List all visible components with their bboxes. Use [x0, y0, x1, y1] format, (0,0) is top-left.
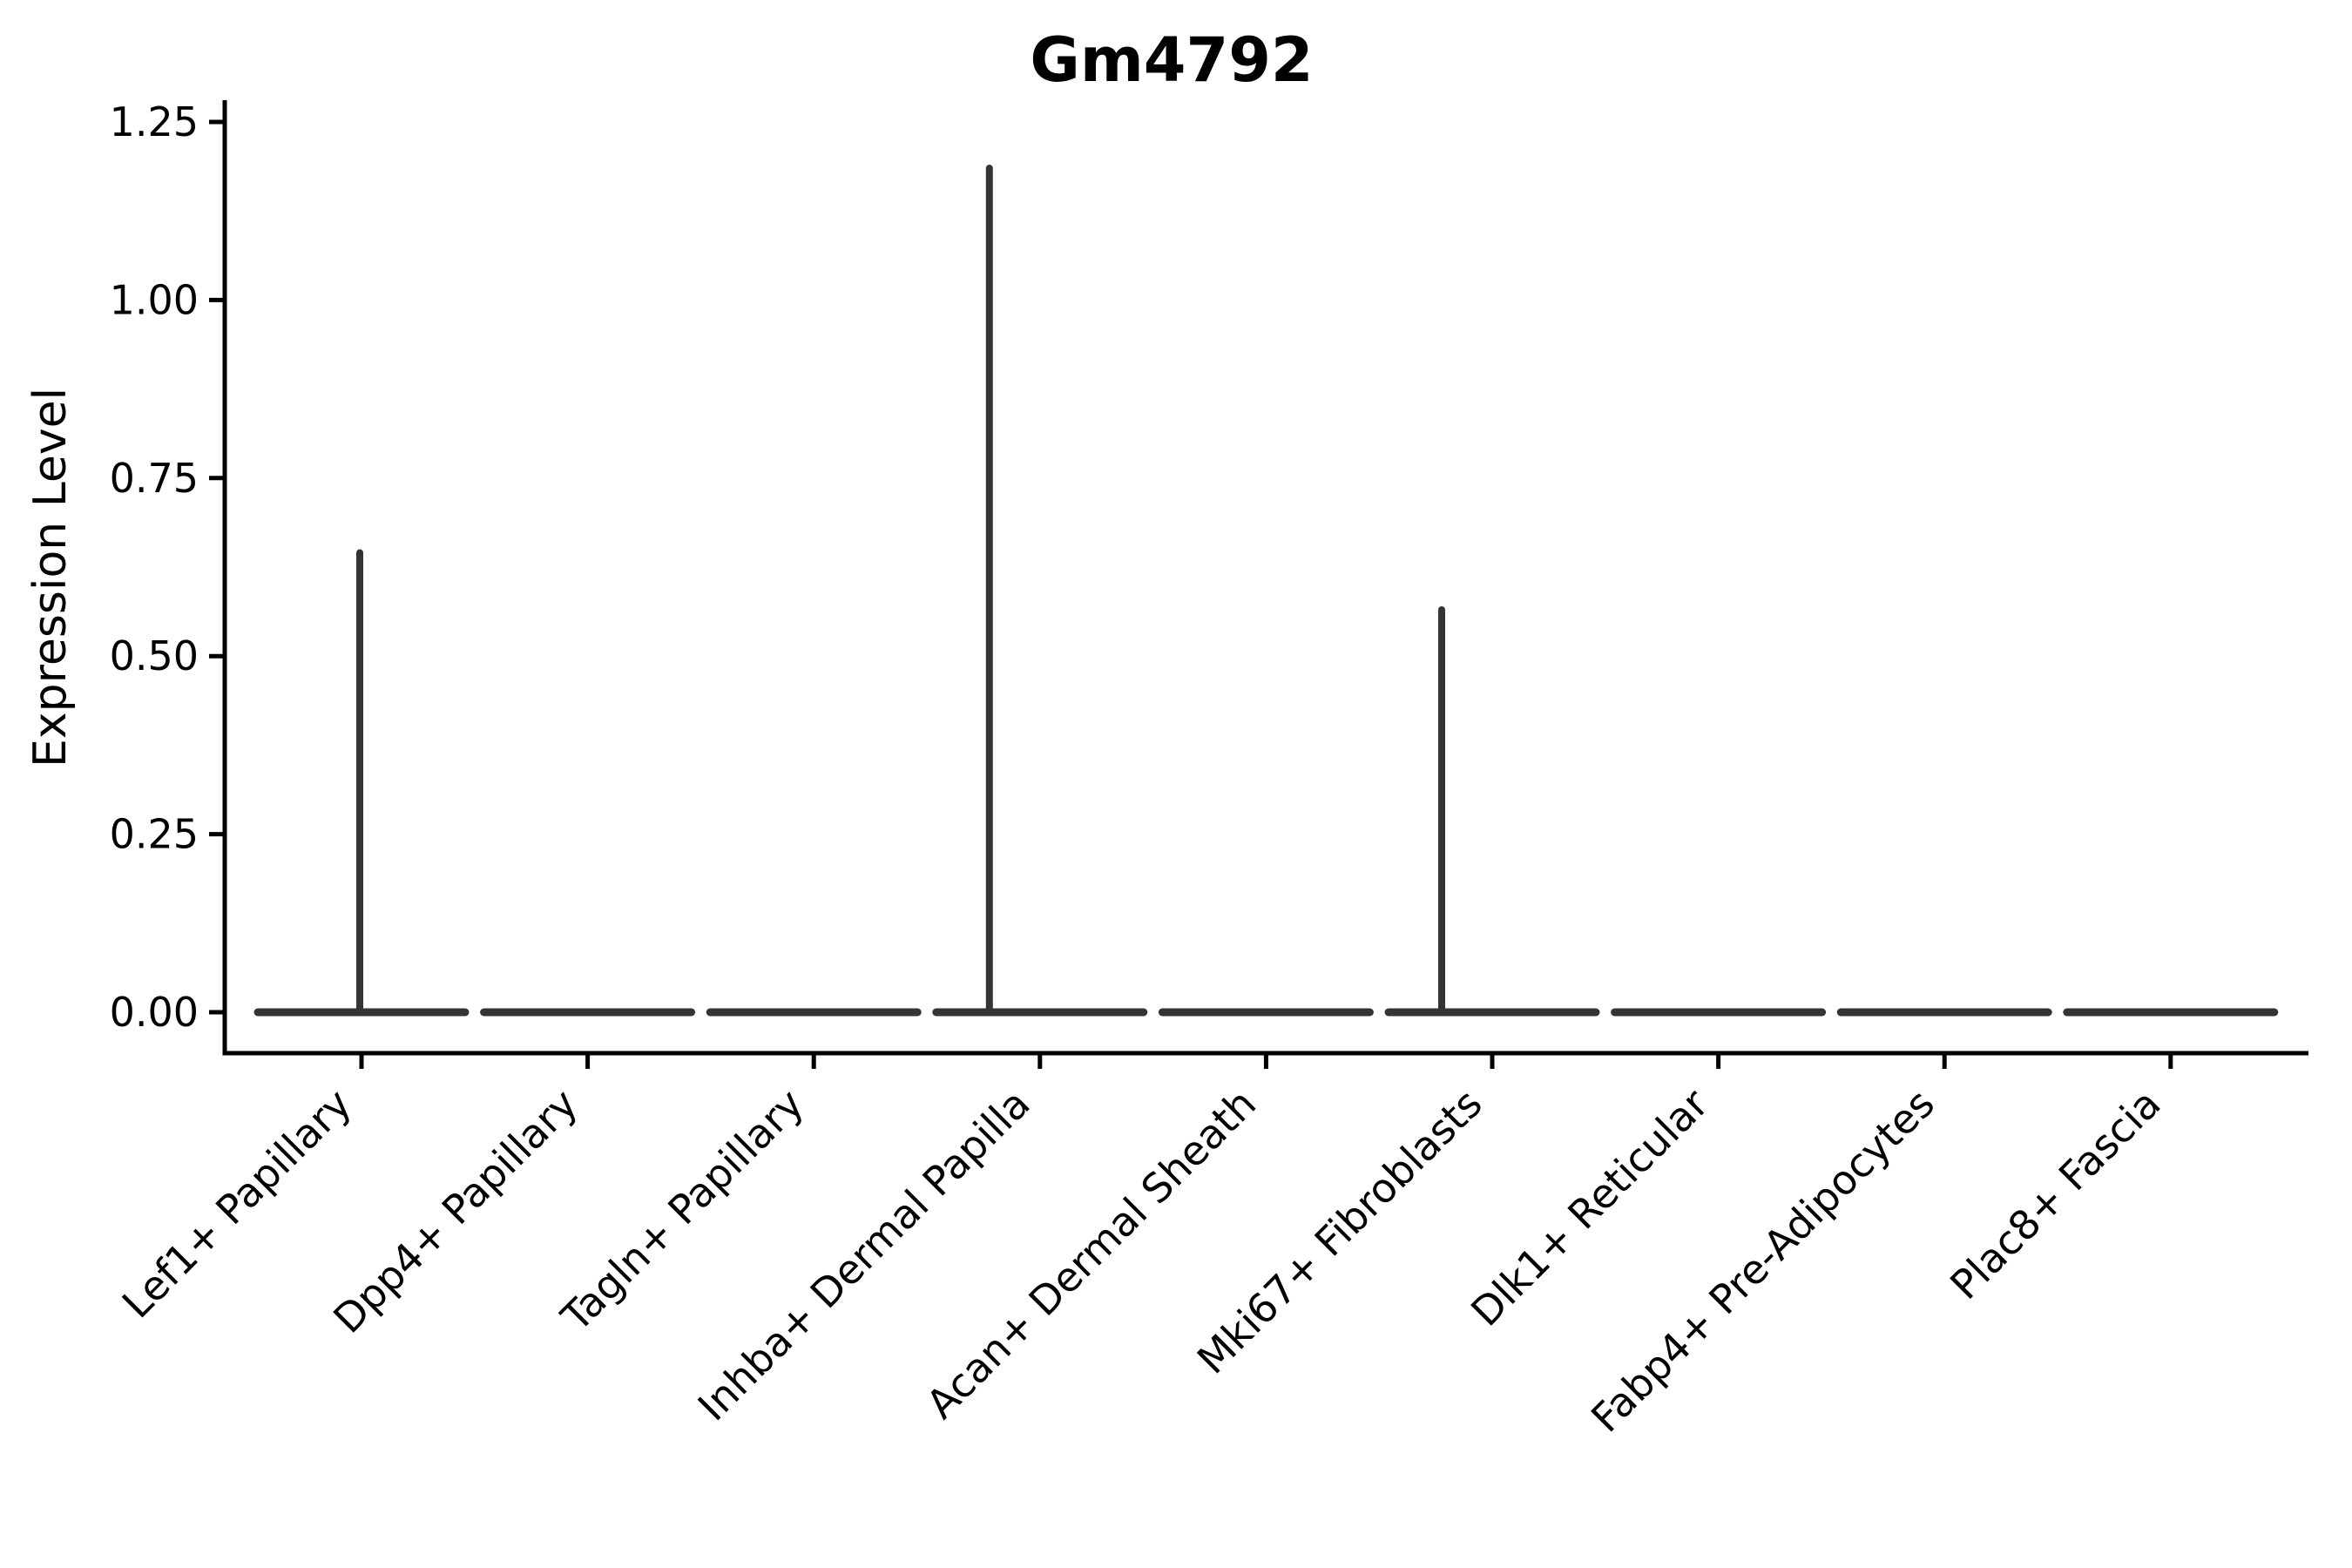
y-tick-label: 1.00 — [110, 276, 199, 323]
y-tick-label: 0.00 — [110, 989, 199, 1036]
x-tick-label: Plac8+ Fascia — [1941, 1080, 2169, 1308]
y-tick-label: 0.50 — [110, 632, 199, 679]
x-tick-label: Dpp4+ Papillary — [324, 1080, 586, 1342]
x-tick-label: Dlk1+ Reticular — [1462, 1080, 1717, 1335]
y-tick-label: 1.25 — [110, 98, 199, 145]
x-tick-label: Tagln+ Papillary — [551, 1080, 813, 1342]
y-tick-label: 0.25 — [110, 811, 199, 858]
y-tick-label: 0.75 — [110, 455, 199, 502]
chart-title: Gm4792 — [1030, 24, 1314, 96]
x-tick-label: Lef1+ Papillary — [113, 1080, 361, 1328]
